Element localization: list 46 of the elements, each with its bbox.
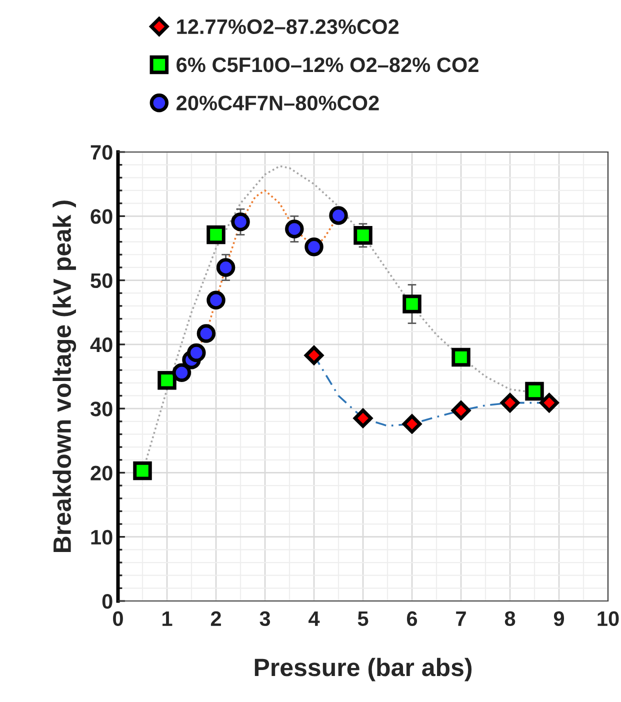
y-tick-label: 0 bbox=[102, 594, 112, 609]
y-tick-label: 70 bbox=[90, 145, 112, 160]
y-tick-label: 50 bbox=[90, 273, 112, 288]
point bbox=[304, 346, 324, 365]
y-tick-label: 40 bbox=[90, 337, 112, 352]
y-tick-label: 20 bbox=[90, 466, 112, 480]
point bbox=[353, 408, 373, 428]
x-tick-label: 5 bbox=[358, 611, 368, 626]
point bbox=[500, 393, 520, 412]
point bbox=[196, 324, 216, 343]
x-tick-label: 7 bbox=[456, 611, 466, 626]
y-axis-title: Breakdown voltage (kV peak ) bbox=[52, 200, 76, 552]
x-tick-label: 4 bbox=[308, 611, 320, 626]
legend-label: 20%C4F7N–80%CO2 bbox=[176, 96, 379, 110]
point bbox=[285, 220, 304, 238]
legend-label: 6% C5F10O–12% O2–82% CO2 bbox=[176, 57, 478, 72]
point bbox=[158, 370, 176, 390]
point bbox=[304, 238, 324, 256]
point bbox=[133, 461, 152, 480]
point bbox=[402, 414, 422, 434]
x-tick-label: 10 bbox=[598, 611, 619, 626]
x-tick-label: 3 bbox=[260, 611, 270, 626]
x-tick-label: 6 bbox=[406, 611, 418, 626]
legend-label: 12.77%O2–87.23%CO2 bbox=[177, 19, 399, 34]
point bbox=[402, 294, 422, 314]
point bbox=[206, 290, 226, 310]
point bbox=[172, 363, 192, 382]
y-tick-label: 60 bbox=[90, 209, 112, 224]
point bbox=[231, 212, 250, 232]
y-tick-label: 10 bbox=[91, 530, 112, 545]
point bbox=[329, 206, 348, 225]
point bbox=[540, 393, 559, 412]
point bbox=[216, 258, 236, 277]
x-tick-label: 8 bbox=[504, 611, 516, 626]
x-tick-label: 2 bbox=[210, 611, 221, 626]
point bbox=[354, 226, 372, 245]
point bbox=[452, 348, 470, 367]
x-tick-label: 9 bbox=[554, 611, 564, 626]
y-tick-label: 30 bbox=[90, 402, 112, 416]
point bbox=[525, 382, 544, 401]
x-tick-label: 1 bbox=[162, 611, 172, 626]
point bbox=[451, 400, 471, 420]
x-tick-label: 0 bbox=[113, 611, 123, 626]
point bbox=[206, 225, 226, 244]
point bbox=[187, 343, 206, 362]
x-axis-title: Pressure (bar abs) bbox=[254, 658, 472, 682]
